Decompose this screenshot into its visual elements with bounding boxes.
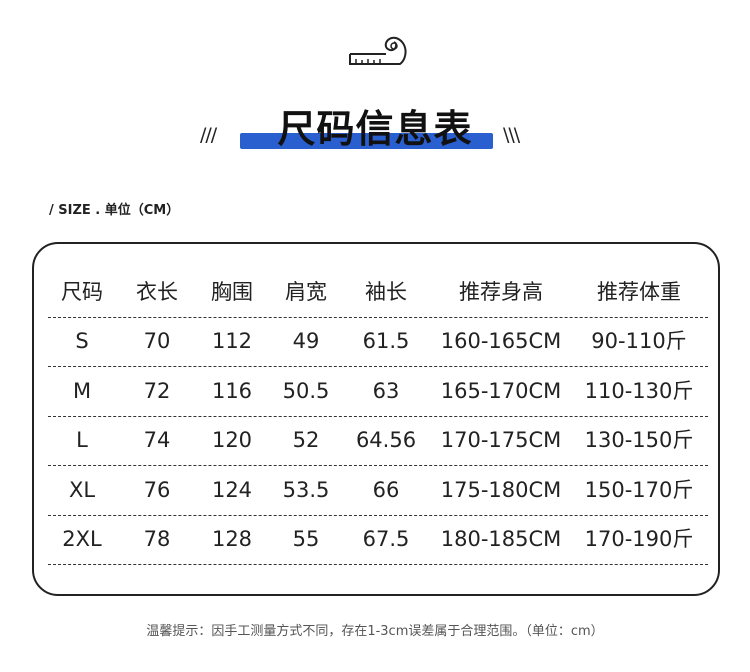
table-cell: 180-185CM xyxy=(440,527,562,551)
table-cell: 64.56 xyxy=(355,428,417,452)
page-title: 尺码信息表 xyxy=(277,107,473,151)
size-table: 尺码 衣长 胸围 肩宽 袖长 推荐身高 推荐体重 S 70 112 49 61.5 160-165CM 9… xyxy=(32,242,720,596)
table-header-row: 尺码 衣长 胸围 肩宽 袖长 推荐身高 推荐体重 xyxy=(48,268,708,318)
title-accent-bar xyxy=(240,133,493,149)
table-cell: 170-175CM xyxy=(440,428,562,452)
tape-measure-icon xyxy=(349,36,407,65)
table-cell: 150-170斤 xyxy=(584,478,694,502)
table-cell: 175-180CM xyxy=(440,478,562,502)
table-cell: 61.5 xyxy=(362,329,410,353)
header-cell: 袖长 xyxy=(365,280,407,304)
table-cell: 55 xyxy=(292,527,320,551)
table-cell: 130-150斤 xyxy=(584,428,694,452)
table-row: XL 76 124 53.5 66 175-180CM 150-170斤 xyxy=(48,466,708,516)
table-cell: 112 xyxy=(211,329,253,353)
table-cell: 2XL xyxy=(62,527,102,551)
header-cell: 推荐身高 xyxy=(459,280,543,304)
table-cell: 49 xyxy=(292,329,320,353)
table-cell: 128 xyxy=(211,527,253,551)
left-decoration: /// xyxy=(200,124,217,146)
table-cell: 70 xyxy=(143,329,171,353)
table-cell: 66 xyxy=(372,478,400,502)
header-cell: 胸围 xyxy=(211,280,253,304)
table-cell: 170-190斤 xyxy=(584,527,694,551)
table-cell: 74 xyxy=(143,428,171,452)
table-cell: M xyxy=(72,379,92,403)
table-cell: 52 xyxy=(292,428,320,452)
table-cell: 120 xyxy=(211,428,253,452)
table-row: S 70 112 49 61.5 160-165CM 90-110斤 xyxy=(48,317,708,367)
table-cell: 50.5 xyxy=(282,379,330,403)
table-cell: 124 xyxy=(211,478,253,502)
table-cell: 53.5 xyxy=(282,478,330,502)
table-cell: 160-165CM xyxy=(440,329,562,353)
table-row: M 72 116 50.5 63 165-170CM 110-130斤 xyxy=(48,367,708,417)
header-cell: 肩宽 xyxy=(285,280,327,304)
table-row: L 74 120 52 64.56 170-175CM 130-150斤 xyxy=(48,416,708,466)
right-decoration: \\\ xyxy=(503,124,520,146)
header-cell: 衣长 xyxy=(136,280,178,304)
table-cell: 116 xyxy=(211,379,253,403)
table-cell: XL xyxy=(68,478,96,502)
table-cell: L xyxy=(76,428,88,452)
table-cell: 90-110斤 xyxy=(591,329,687,353)
unit-label: / SIZE . 单位（CM） xyxy=(49,203,180,218)
table-cell: S xyxy=(75,329,89,353)
table-cell: 72 xyxy=(143,379,171,403)
table-cell: 78 xyxy=(143,527,171,551)
table-cell: 165-170CM xyxy=(440,379,562,403)
header-cell: 尺码 xyxy=(61,280,103,304)
measurement-note: 温馨提示：因手工测量方式不同，存在1-3cm误差属于合理范围。（单位：cm） xyxy=(146,624,604,639)
table-cell: 63 xyxy=(372,379,400,403)
table-cell: 76 xyxy=(143,478,171,502)
header-cell: 推荐体重 xyxy=(597,280,681,304)
table-cell: 110-130斤 xyxy=(584,379,694,403)
table-cell: 67.5 xyxy=(362,527,410,551)
table-row: 2XL 78 128 55 67.5 180-185CM 170-190斤 xyxy=(48,515,708,565)
